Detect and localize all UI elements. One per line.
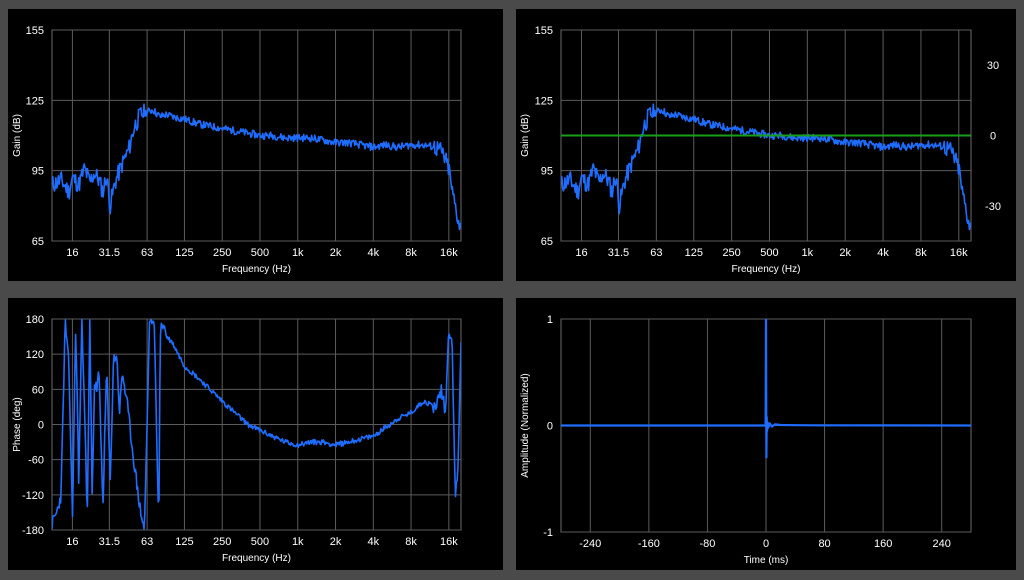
x-tick-label: 16k [950,247,968,259]
y-tick-label: 60 [32,384,44,396]
x-tick-label: 0 [763,538,769,550]
y-tick-label: 125 [535,95,553,107]
x-tick-label: -160 [638,538,660,550]
x-tick-label: 80 [818,538,830,550]
x-tick-label: 16k [440,536,458,548]
x-tick-label: 31.5 [99,247,120,259]
y-tick-label: 0 [38,420,44,432]
data-series-line [561,319,971,459]
x-tick-label: 8k [405,247,417,259]
y-axis-label: Phase (deg) [12,397,23,451]
x-tick-label: 16 [66,536,78,548]
data-series-line [52,103,461,231]
x-tick-label: 160 [874,538,892,550]
y-tick-label: 65 [541,236,553,248]
x-tick-label: 4k [877,247,889,259]
y-axis-label: Gain (dB) [520,114,531,157]
y-tick-label: 120 [26,349,44,361]
y-tick-label: 0 [547,421,553,433]
x-tick-label: -240 [579,538,601,550]
y-tick-label: 155 [26,25,44,37]
y-tick-label: -180 [22,525,44,537]
y-tick-label: 65 [32,236,44,248]
y-tick-label: 125 [26,95,44,107]
x-axis-label: Frequency (Hz) [732,264,801,275]
x-tick-label: 63 [141,247,153,259]
x-axis-label: Frequency (Hz) [222,553,291,564]
x-tick-label: 500 [760,247,778,259]
gain-panel: 16 31.5 63 125 250 500 1k 2k 4k 8k 16k 65 95 125 155 Fr… [8,9,503,281]
x-tick-label: 250 [213,536,231,548]
x-tick-label: 2k [330,247,342,259]
x-tick-label: 125 [175,247,193,259]
x-tick-label: 31.5 [608,247,629,259]
y-tick-label: -120 [22,490,44,502]
x-tick-label: 16k [440,247,458,259]
x-tick-label: 1k [292,247,304,259]
x-tick-label: 31.5 [99,536,120,548]
y-tick-label: 95 [541,166,553,178]
gain-chart: 16 31.5 63 125 250 500 1k 2k 4k 8k 16k 65 95 125 155 Fr… [12,25,462,275]
x-tick-label: 8k [915,247,927,259]
x-axis-label: Time (ms) [744,555,789,566]
y2-tick-label: -30 [985,201,1001,213]
x-tick-label: -80 [699,538,715,550]
x-tick-label: 4k [367,536,379,548]
y-tick-label: 155 [535,25,553,37]
x-tick-label: 125 [175,536,193,548]
y-tick-label: 180 [26,314,44,326]
y-axis-label: Amplitude (Normalized) [520,373,531,477]
x-tick-label: 2k [330,536,342,548]
x-tick-label: 1k [802,247,814,259]
phase-chart: 16 31.5 63 125 250 500 1k 2k 4k 8k 16k -180 -120 -60 0… [12,314,462,564]
x-tick-label: 8k [405,536,417,548]
y-axis-label: Gain (dB) [12,114,23,157]
gain-target-panel: 16 31.5 63 125 250 500 1k 2k 4k 8k 16k 65 95 125 155 -3… [516,9,1016,281]
x-tick-label: 4k [367,247,379,259]
x-tick-label: 125 [685,247,703,259]
impulse-chart: -240 -160 -80 0 80 160 240 -1 0 1 Time (ms) Amplitu… [520,314,972,566]
x-tick-label: 1k [292,536,304,548]
x-tick-label: 16 [575,247,587,259]
data-series-line [561,103,971,231]
phase-panel: 16 31.5 63 125 250 500 1k 2k 4k 8k 16k -180 -120 -60 0… [8,298,503,570]
gain-target-chart: 16 31.5 63 125 250 500 1k 2k 4k 8k 16k 65 95 125 155 -3… [520,25,1001,275]
y-tick-label: 1 [547,314,553,326]
x-tick-label: 500 [251,536,269,548]
y2-tick-label: 0 [990,131,996,143]
x-tick-label: 250 [722,247,740,259]
y-tick-label: -1 [543,527,553,539]
x-tick-label: 63 [650,247,662,259]
x-tick-label: 16 [66,247,78,259]
impulse-panel: -240 -160 -80 0 80 160 240 -1 0 1 Time (ms) Amplitu… [516,298,1016,570]
y-tick-label: 95 [32,166,44,178]
data-series-line [52,319,461,530]
x-tick-label: 63 [141,536,153,548]
y-tick-label: -60 [28,455,44,467]
x-tick-label: 240 [933,538,951,550]
x-tick-label: 250 [213,247,231,259]
x-tick-label: 2k [839,247,851,259]
x-tick-label: 500 [251,247,269,259]
y2-tick-label: 30 [987,60,999,72]
x-axis-label: Frequency (Hz) [222,264,291,275]
